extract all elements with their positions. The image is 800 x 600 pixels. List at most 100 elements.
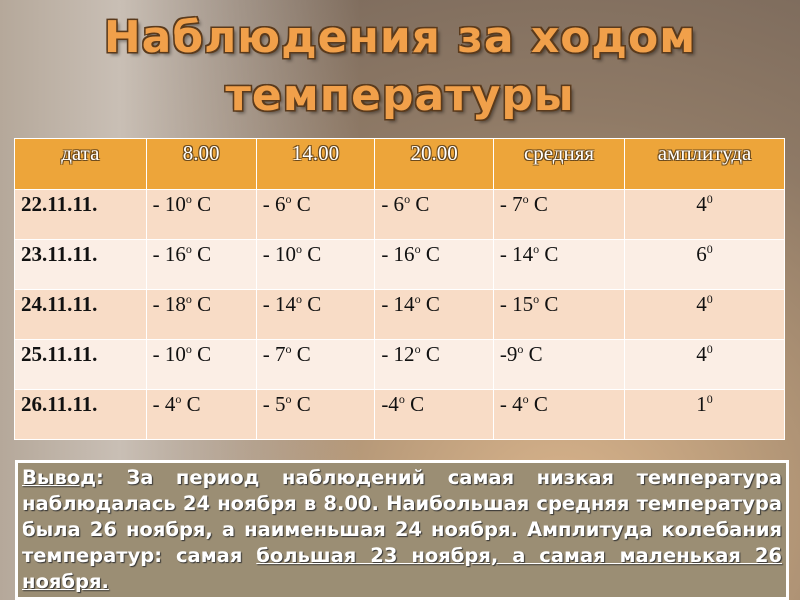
degree-sign: 0 — [706, 342, 713, 356]
temperature-cell: - 7o C — [492, 189, 626, 240]
temperature-value: - 14 — [381, 292, 415, 316]
unit: C — [291, 342, 311, 366]
degree-sign: o — [533, 242, 540, 256]
degree-sign: o — [398, 392, 405, 406]
degree-sign: o — [414, 242, 421, 256]
unit: C — [528, 392, 548, 416]
temperature-cell: - 7o C — [255, 339, 376, 390]
temperature-value: - 5 — [262, 392, 286, 416]
temperature-cell: - 14o C — [255, 289, 376, 340]
temperature-value: - 10 — [152, 342, 186, 366]
temperature-cell: - 18o C — [145, 289, 257, 340]
temperature-value: - 15 — [499, 292, 534, 316]
date-cell: 22.11.11. — [14, 189, 147, 240]
conclusion-label: Вывод — [22, 466, 96, 489]
unit: C — [191, 192, 212, 216]
unit: C — [404, 392, 425, 416]
degree-sign: o — [522, 392, 529, 406]
unit: C — [191, 242, 212, 266]
table-header-row: дата 8.00 14.00 20.00 средняя амплитуда — [14, 138, 785, 190]
temperature-cell: - 4o C — [145, 389, 257, 440]
temperature-cell: - 15o C — [492, 289, 626, 340]
table-row: 25.11.11. - 10o C- 7o C- 12o C -9o C 40 — [14, 339, 785, 390]
temperature-cell: - 16o C — [374, 239, 494, 290]
temperature-value: -9 — [499, 342, 518, 366]
table-row: 22.11.11. - 10o C- 6o C- 6o C- 7o C 40 — [14, 189, 785, 240]
temperature-value: - 18 — [152, 292, 186, 316]
temperature-value: - 4 — [152, 392, 176, 416]
degree-sign: 0 — [706, 242, 713, 256]
temperature-value: - 4 — [499, 392, 523, 416]
temperature-cell: - 14o C — [492, 239, 626, 290]
column-header: 14.00 — [255, 138, 376, 190]
unit: C — [539, 292, 559, 316]
degree-sign: o — [533, 292, 540, 306]
degree-sign: o — [185, 342, 192, 356]
unit: C — [191, 292, 212, 316]
temperature-value: - 6 — [381, 192, 405, 216]
temperature-cell: - 10o C — [255, 239, 376, 290]
conclusion-text-tail: большая 23 ноября, а самая маленькая 26 … — [22, 544, 782, 593]
column-header: дата — [14, 138, 147, 190]
degree-sign: o — [185, 242, 192, 256]
unit: C — [410, 192, 430, 216]
degree-sign: o — [404, 192, 411, 206]
unit: C — [291, 192, 311, 216]
slide-title-line2: температуры — [225, 70, 575, 121]
column-header: амплитуда — [624, 138, 785, 190]
degree-sign: o — [285, 192, 292, 206]
degree-sign: 0 — [706, 392, 713, 406]
amplitude-cell: 60 — [624, 239, 785, 290]
date-cell: 23.11.11. — [14, 239, 147, 290]
temperature-value: - 12 — [381, 342, 415, 366]
table-row: 23.11.11. - 16o C- 10o C- 16o C- 14o C 60 — [14, 239, 785, 290]
degree-sign: o — [285, 392, 292, 406]
unit: C — [301, 292, 322, 316]
temperature-table: дата 8.00 14.00 20.00 средняя амплитуда 22.11… — [14, 138, 785, 440]
unit: C — [191, 342, 212, 366]
temperature-cell: - 12o C — [374, 339, 494, 390]
temperature-value: - 14 — [262, 292, 296, 316]
unit: C — [291, 392, 311, 416]
temperature-cell: - 14o C — [374, 289, 494, 340]
amplitude-cell: 40 — [624, 339, 785, 390]
temperature-value: - 14 — [499, 242, 534, 266]
amplitude-value: 4 — [696, 342, 707, 366]
temperature-cell: - 10o C — [145, 339, 257, 390]
temperature-cell: - 4o C — [492, 389, 626, 440]
degree-sign: o — [175, 392, 182, 406]
unit: C — [301, 242, 322, 266]
temperature-value: - 10 — [152, 192, 186, 216]
degree-sign: 0 — [706, 292, 713, 306]
degree-sign: o — [517, 342, 524, 356]
unit: C — [420, 342, 440, 366]
date-cell: 25.11.11. — [14, 339, 147, 390]
unit: C — [420, 292, 440, 316]
degree-sign: o — [185, 192, 192, 206]
amplitude-cell: 10 — [624, 389, 785, 440]
degree-sign: 0 — [706, 192, 713, 206]
degree-sign: o — [295, 292, 302, 306]
slide-title-line1: Наблюдения за ходом — [103, 12, 697, 63]
temperature-value: - 6 — [262, 192, 286, 216]
amplitude-value: 1 — [696, 392, 707, 416]
degree-sign: o — [185, 292, 192, 306]
amplitude-value: 4 — [696, 192, 707, 216]
date-cell: 24.11.11. — [14, 289, 147, 340]
temperature-value: - 7 — [499, 192, 523, 216]
conclusion-box: Вывод: За период наблюдений самая низкая… — [15, 460, 789, 600]
conclusion-text: : За период наблюдений самая низкая темп… — [22, 466, 782, 567]
amplitude-value: 4 — [696, 292, 707, 316]
temperature-cell: - 10o C — [145, 189, 257, 240]
date-cell: 26.11.11. — [14, 389, 147, 440]
temperature-value: -4 — [381, 392, 399, 416]
amplitude-cell: 40 — [624, 189, 785, 240]
temperature-cell: - 16o C — [145, 239, 257, 290]
temperature-value: - 7 — [262, 342, 286, 366]
degree-sign: o — [414, 292, 421, 306]
degree-sign: o — [295, 242, 302, 256]
temperature-value: - 16 — [381, 242, 415, 266]
temperature-value: - 16 — [152, 242, 186, 266]
unit: C — [523, 342, 543, 366]
temperature-cell: -4o C — [374, 389, 494, 440]
